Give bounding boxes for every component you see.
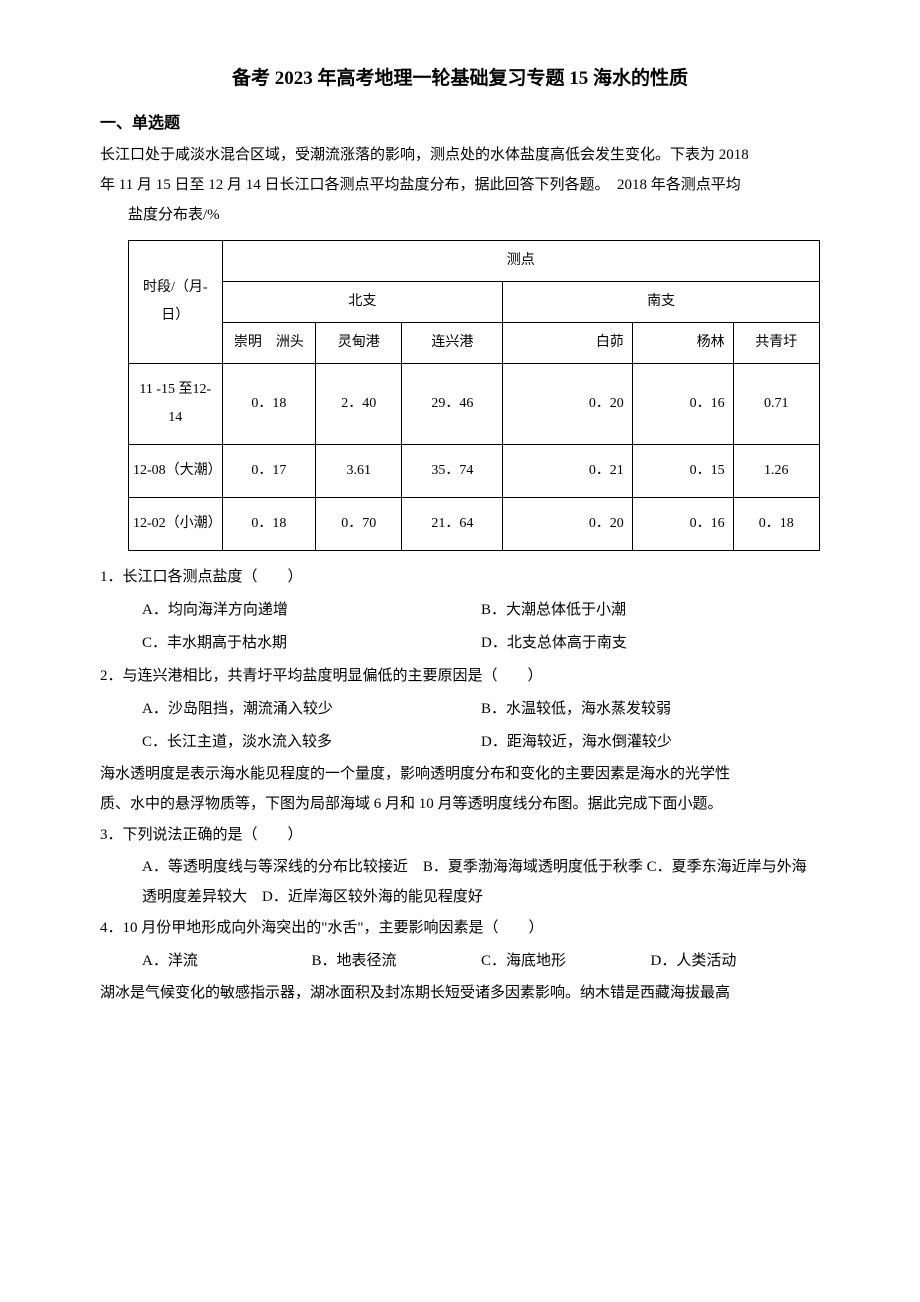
- table-cell: 3.61: [316, 445, 402, 498]
- option-a: A．洋流: [142, 945, 312, 978]
- table-cell: 崇明 洲头: [222, 323, 316, 364]
- table-cell: 29．46: [402, 364, 503, 445]
- table-cell: 35．74: [402, 445, 503, 498]
- table-cell: 共青圩: [733, 323, 819, 364]
- table-cell: 0．20: [503, 498, 633, 551]
- table-cell: 12-02（小潮）: [129, 498, 223, 551]
- table-row: 12-08（大潮） 0．17 3.61 35．74 0．21 0．15 1.26: [129, 445, 820, 498]
- table-row: 12-02（小潮） 0．18 0．70 21．64 0．20 0．16 0．18: [129, 498, 820, 551]
- table-cell: 0．18: [222, 364, 316, 445]
- table-cell: 0．16: [632, 498, 733, 551]
- table-cell: 灵甸港: [316, 323, 402, 364]
- table-cell: 0．21: [503, 445, 633, 498]
- table-row: 崇明 洲头 灵甸港 连兴港 白茆 杨林 共青圩: [129, 323, 820, 364]
- question-1: 1．长江口各测点盐度（ ）: [100, 561, 820, 594]
- intro-text: 海水透明度是表示海水能见程度的一个量度，影响透明度分布和变化的主要因素是海水的光…: [100, 759, 820, 789]
- question-3: 3．下列说法正确的是（ ）: [100, 819, 820, 852]
- option-b: B．大潮总体低于小潮: [481, 594, 820, 627]
- table-header: 时段/（月-日）: [129, 241, 223, 364]
- intro-text: 湖冰是气候变化的敏感指示器，湖冰面积及封冻期长短受诸多因素影响。纳木错是西藏海拔…: [100, 978, 820, 1008]
- intro-text: 盐度分布表/%: [100, 200, 820, 230]
- table-header: 南支: [503, 282, 820, 323]
- table-row: 时段/（月-日） 测点: [129, 241, 820, 282]
- table-cell: 0．15: [632, 445, 733, 498]
- table-cell: 11 -15 至12-14: [129, 364, 223, 445]
- table-cell: 杨林: [632, 323, 733, 364]
- intro-text: 年 11 月 15 日至 12 月 14 日长江口各测点平均盐度分布，据此回答下…: [100, 170, 820, 200]
- table-cell: 2．40: [316, 364, 402, 445]
- table-cell: 0．18: [222, 498, 316, 551]
- option-a: A．均向海洋方向递增: [142, 594, 481, 627]
- option-d: D．距海较近，海水倒灌较少: [481, 726, 820, 759]
- table-cell: 连兴港: [402, 323, 503, 364]
- table-header: 测点: [222, 241, 819, 282]
- table-header: 北支: [222, 282, 503, 323]
- option-c: C．长江主道，淡水流入较多: [142, 726, 481, 759]
- table-cell: 12-08（大潮）: [129, 445, 223, 498]
- intro-text: 质、水中的悬浮物质等，下图为局部海域 6 月和 10 月等透明度线分布图。据此完…: [100, 789, 820, 819]
- option-b: B．地表径流: [312, 945, 482, 978]
- option-combined: A．等透明度线与等深线的分布比较接近 B．夏季渤海海域透明度低于秋季 C．夏季东…: [100, 852, 820, 912]
- option-c: C．海底地形: [481, 945, 651, 978]
- question-2: 2．与连兴港相比，共青圩平均盐度明显偏低的主要原因是（ ）: [100, 660, 820, 693]
- table-cell: 0.71: [733, 364, 819, 445]
- option-d: D．北支总体高于南支: [481, 627, 820, 660]
- table-cell: 0．16: [632, 364, 733, 445]
- salinity-table: 时段/（月-日） 测点 北支 南支 崇明 洲头 灵甸港 连兴港 白茆 杨林 共青…: [128, 240, 820, 551]
- table-cell: 0．70: [316, 498, 402, 551]
- page-title: 备考 2023 年高考地理一轮基础复习专题 15 海水的性质: [100, 60, 820, 98]
- option-b: B．水温较低，海水蒸发较弱: [481, 693, 820, 726]
- question-4: 4．10 月份甲地形成向外海突出的"水舌"，主要影响因素是（ ）: [100, 912, 820, 945]
- table-cell: 白茆: [503, 323, 633, 364]
- table-cell: 1.26: [733, 445, 819, 498]
- table-cell: 0．17: [222, 445, 316, 498]
- table-cell: 0．18: [733, 498, 819, 551]
- section-header: 一、单选题: [100, 108, 820, 140]
- table-cell: 21．64: [402, 498, 503, 551]
- table-row: 11 -15 至12-14 0．18 2．40 29．46 0．20 0．16 …: [129, 364, 820, 445]
- table-cell: 0．20: [503, 364, 633, 445]
- option-c: C．丰水期高于枯水期: [142, 627, 481, 660]
- intro-text: 长江口处于咸淡水混合区域，受潮流涨落的影响，测点处的水体盐度高低会发生变化。下表…: [100, 140, 820, 170]
- table-row: 北支 南支: [129, 282, 820, 323]
- option-a: A．沙岛阻挡，潮流涌入较少: [142, 693, 481, 726]
- option-d: D．人类活动: [651, 945, 821, 978]
